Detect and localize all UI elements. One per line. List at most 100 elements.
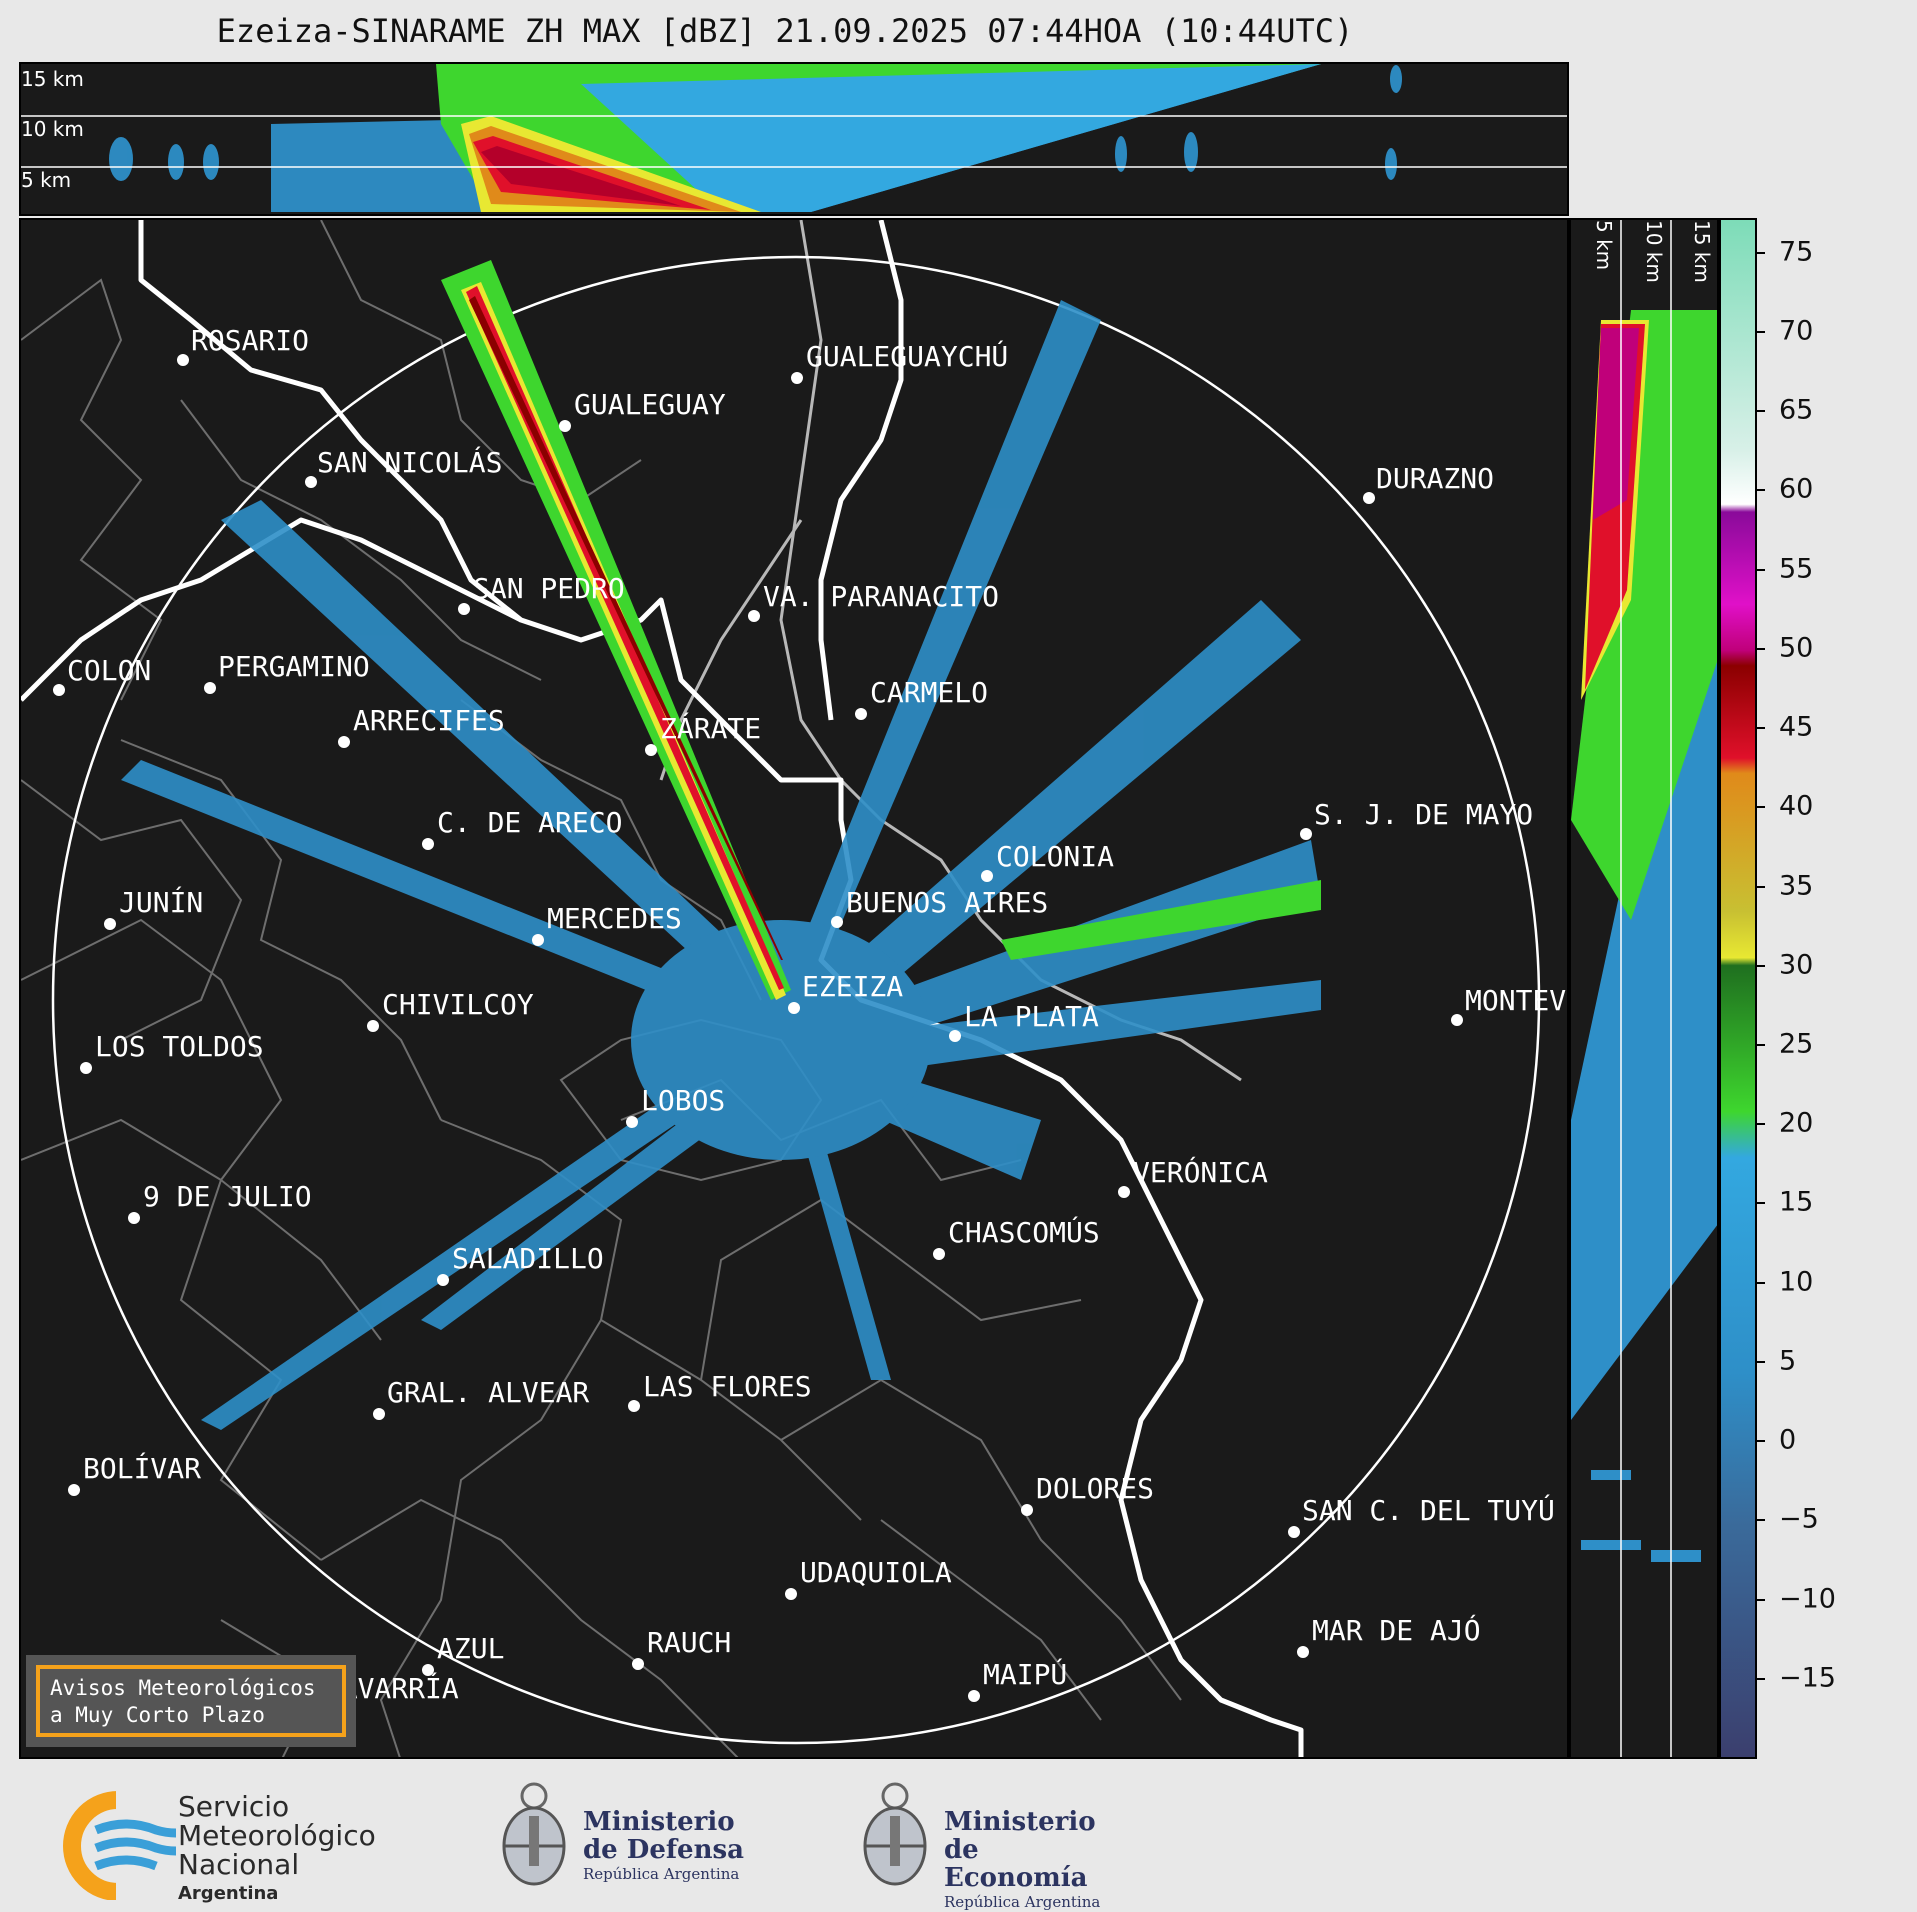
- city-label: JUNÍN: [119, 885, 203, 919]
- city-label: COLON: [67, 654, 151, 687]
- city-dot-ezeiza: [788, 1002, 800, 1014]
- colorbar-tick: [1757, 1598, 1765, 1601]
- footer: Servicio Meteorológico Nacional Argentin…: [0, 1760, 1917, 1912]
- side-alt-label-15: 15 km: [1690, 220, 1714, 283]
- city-label: PERGAMINO: [218, 650, 370, 683]
- dbz-colorbar: [1719, 218, 1757, 1759]
- radar-map: ROSARIO GUALEGUAYCHÚ GUALEGUAY SAN NICOL…: [21, 220, 1569, 1757]
- side-alt-label-10: 10 km: [1642, 220, 1666, 283]
- city-dot-san-c-del-tuyu: [1288, 1526, 1300, 1538]
- city-dot-la-plata: [949, 1030, 961, 1042]
- colorbar-tick-label: 25: [1779, 1028, 1814, 1060]
- range-ring: [51, 255, 1541, 1745]
- city-label: SAN C. DEL TUYÚ: [1302, 1493, 1555, 1527]
- city-dot-san-pedro: [458, 603, 470, 615]
- colorbar-tick-label: 65: [1779, 394, 1814, 426]
- city-label: ROSARIO: [191, 324, 309, 357]
- city-label: LOBOS: [641, 1084, 725, 1117]
- coat-of-arms-icon: [502, 1782, 566, 1886]
- defensa-logo: Ministerio de Defensa República Argentin…: [495, 1776, 755, 1901]
- city-label: MAR DE AJÓ: [1312, 1613, 1481, 1647]
- city-dot-veronica: [1118, 1186, 1130, 1198]
- warning-badge[interactable]: Avisos Meteorológicos a Muy Corto Plazo: [26, 1655, 356, 1747]
- city-dot-gualeguaychu: [791, 372, 803, 384]
- side-cross-section-plot: 5 km 10 km 15 km: [1571, 220, 1717, 1757]
- city-label: S. J. DE MAYO: [1314, 798, 1533, 831]
- colorbar-tick: [1757, 489, 1765, 492]
- city-dot-colonia: [981, 870, 993, 882]
- colorbar-tick-label: 60: [1779, 473, 1814, 505]
- colorbar-tick: [1757, 568, 1765, 571]
- top-cross-section-plot: 15 km 10 km 5 km: [21, 64, 1567, 212]
- colorbar-tick-label: −15: [1779, 1662, 1836, 1694]
- city-label: SAN NICOLÁS: [317, 445, 502, 479]
- colorbar-tick-label: 5: [1779, 1345, 1797, 1377]
- colorbar-tick-label: 55: [1779, 553, 1814, 585]
- colorbar-tick: [1757, 1360, 1765, 1363]
- city-dot-gualeguay: [559, 420, 571, 432]
- economia-text: Ministerio de Economía República Argenti…: [944, 1808, 1116, 1912]
- colorbar-tick: [1757, 1281, 1765, 1284]
- city-dot-sj-de-mayo: [1300, 828, 1312, 840]
- side-echo-green: [1571, 310, 1717, 920]
- city-label: MONTEVIDEO: [1465, 984, 1569, 1017]
- city-dot-zarate: [645, 744, 657, 756]
- city-dot-paranacito: [748, 610, 760, 622]
- city-label: LOS TOLDOS: [95, 1030, 264, 1063]
- city-label: VA. PARANACITO: [763, 580, 999, 613]
- colorbar-gradient: [1721, 220, 1755, 1757]
- city-dot-udaquiola: [785, 1588, 797, 1600]
- colorbar-tick: [1757, 1440, 1765, 1443]
- top-alt-label-10: 10 km: [21, 117, 84, 141]
- coat-of-arms-icon: [863, 1782, 927, 1886]
- warning-badge-frame: Avisos Meteorológicos a Muy Corto Plazo: [36, 1665, 346, 1737]
- city-label: MAIPÚ: [983, 1657, 1067, 1691]
- city-dot-maipu: [968, 1690, 980, 1702]
- colorbar-tick: [1757, 647, 1765, 650]
- city-dot-azul: [422, 1664, 434, 1676]
- defensa-text: Ministerio de Defensa República Argentin…: [583, 1808, 744, 1884]
- city-dot-bolivar: [68, 1484, 80, 1496]
- city-label: RAUCH: [647, 1626, 731, 1659]
- city-dot-gral-alvear: [373, 1408, 385, 1420]
- colorbar-tick-label: 20: [1779, 1107, 1814, 1139]
- city-label: CHASCOMÚS: [948, 1215, 1100, 1249]
- colorbar-tick: [1757, 1677, 1765, 1680]
- colorbar-tick-label: 75: [1779, 236, 1814, 268]
- city-label: SALADILLO: [452, 1242, 604, 1275]
- city-dot-lobos: [626, 1116, 638, 1128]
- city-dot-c-de-areco: [422, 838, 434, 850]
- colorbar-tick-label: 45: [1779, 711, 1814, 743]
- city-dot-los-toldos: [80, 1062, 92, 1074]
- city-dot-dolores: [1021, 1504, 1033, 1516]
- colorbar-tick: [1757, 806, 1765, 809]
- smn-line-1: Servicio: [178, 1790, 290, 1823]
- city-dot-chivilcoy: [367, 1020, 379, 1032]
- colorbar-tick: [1757, 727, 1765, 730]
- city-label: CARMELO: [870, 676, 988, 709]
- city-dot-9-de-julio: [128, 1212, 140, 1224]
- city-label: EZEIZA: [802, 970, 903, 1003]
- colorbar-tick: [1757, 251, 1765, 254]
- city-dot-san-nicolas: [305, 476, 317, 488]
- city-dot-junin: [104, 918, 116, 930]
- smn-line-2: Meteorológico: [178, 1819, 376, 1852]
- city-dot-carmelo: [855, 708, 867, 720]
- colorbar-tick: [1757, 410, 1765, 413]
- colorbar-tick: [1757, 1519, 1765, 1522]
- city-dot-chascomus: [933, 1248, 945, 1260]
- colorbar-tick: [1757, 1123, 1765, 1126]
- city-dot-durazno: [1363, 492, 1375, 504]
- city-label: AZUL: [437, 1632, 504, 1665]
- colorbar-tick-label: 30: [1779, 949, 1814, 981]
- top-echo-core: [461, 116, 761, 212]
- city-dot-buenos-aires: [831, 916, 843, 928]
- city-label: LA PLATA: [964, 1000, 1099, 1033]
- colorbar-tick-label: 15: [1779, 1186, 1814, 1218]
- city-label: ZÁRATE: [660, 711, 761, 745]
- colorbar-tick-label: 50: [1779, 632, 1814, 664]
- badge-line-2: a Muy Corto Plazo: [50, 1703, 265, 1727]
- economia-line-3: República Argentina: [944, 1893, 1101, 1911]
- colorbar-tick: [1757, 330, 1765, 333]
- city-label: C. DE ARECO: [437, 806, 622, 839]
